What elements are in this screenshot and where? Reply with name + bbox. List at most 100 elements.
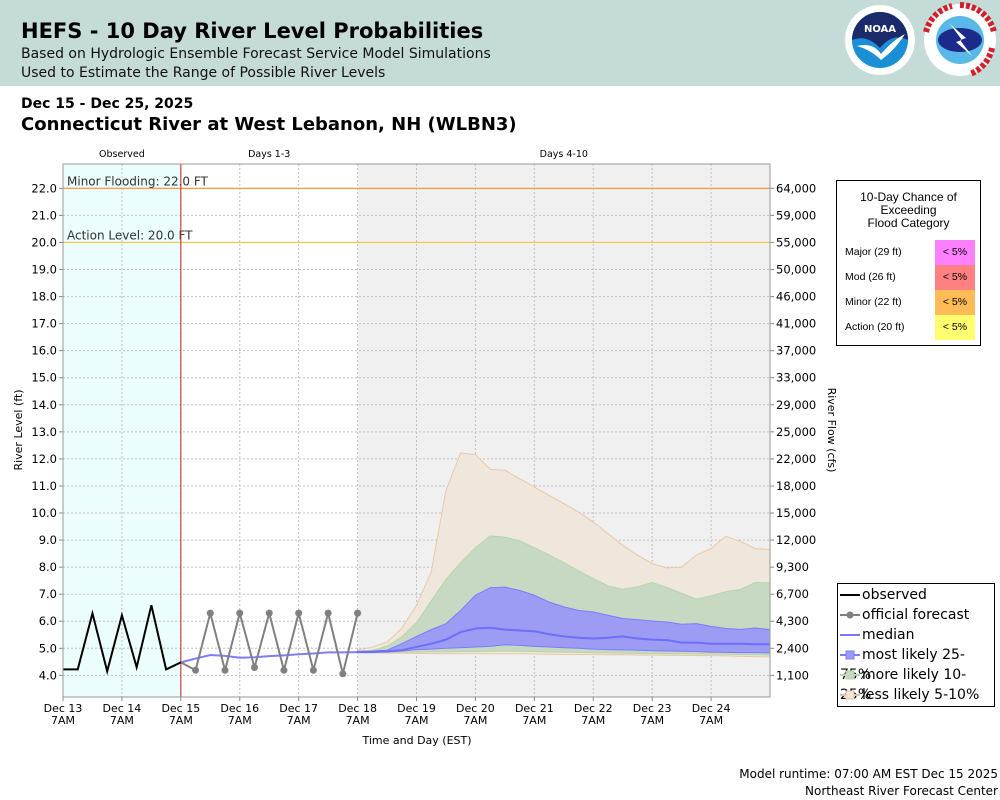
x-tick-label: Dec 19 — [397, 702, 436, 715]
x-axis-label: Time and Day (EST) — [361, 734, 471, 747]
x-tick-label: Dec 13 — [44, 702, 83, 715]
x-tick-label: Dec 24 — [692, 702, 731, 715]
y-tick-label: 19.0 — [31, 263, 57, 277]
flood-category-label: Minor (22 ft) — [845, 296, 902, 308]
flood-category-label: Mod (26 ft) — [845, 271, 896, 283]
y-tick-label: 13.0 — [31, 425, 57, 439]
official-forecast-point — [295, 609, 303, 617]
y2-tick-label: 6,700 — [776, 587, 809, 601]
threshold-label: Action Level: 20.0 FT — [67, 228, 193, 242]
y2-tick-label: 25,000 — [776, 425, 816, 439]
chart-legend: observed official forecast median most like… — [837, 583, 995, 707]
y2-tick-label: 22,000 — [776, 452, 816, 466]
flood-category-chance: < 5% — [935, 265, 975, 290]
x-tick-label: 7AM — [110, 714, 134, 727]
section-label: Days 1-3 — [248, 149, 290, 160]
legend-item: median — [840, 625, 914, 645]
flood-category-box: 10-Day Chance of Exceeding Flood Categor… — [836, 180, 981, 346]
legend-label: median — [862, 627, 915, 643]
official-forecast-point — [236, 609, 244, 617]
subtitle-2: Used to Estimate the Range of Possible R… — [21, 65, 386, 81]
y-axis-label: River Level (ft) — [12, 389, 25, 470]
x-tick-label: 7AM — [404, 714, 428, 727]
forecast-center: Northeast River Forecast Center — [805, 784, 998, 798]
official-forecast-point — [192, 666, 200, 674]
x-tick-label: Dec 23 — [633, 702, 672, 715]
flood-category-label: Major (29 ft) — [845, 246, 902, 258]
official-forecast-point — [221, 666, 229, 674]
threshold-label: Minor Flooding: 22.0 FT — [67, 174, 209, 188]
x-tick-label: 7AM — [169, 714, 193, 727]
flood-category-row: Major (29 ft) < 5% — [837, 240, 980, 265]
x-tick-label: 7AM — [640, 714, 664, 727]
y2-tick-label: 50,000 — [776, 263, 816, 277]
legend-swatch-icon — [840, 611, 860, 619]
y2-tick-label: 37,000 — [776, 344, 816, 358]
flood-box-title: 10-Day Chance of Exceeding Flood Categor… — [837, 191, 980, 230]
official-forecast-point — [250, 664, 258, 672]
legend-swatch-icon — [840, 594, 860, 596]
y-tick-label: 16.0 — [31, 344, 57, 358]
section-label: Observed — [99, 149, 145, 160]
x-tick-label: Dec 15 — [161, 702, 200, 715]
legend-swatch-icon — [840, 690, 860, 700]
x-tick-label: 7AM — [581, 714, 605, 727]
x-tick-label: 7AM — [522, 714, 546, 727]
y-tick-label: 22.0 — [31, 181, 57, 195]
legend-label: less likely 5-10% — [862, 687, 980, 703]
y-tick-label: 9.0 — [39, 533, 57, 547]
observed-line — [63, 605, 182, 676]
flood-category-row: Action (20 ft) < 5% — [837, 315, 980, 340]
y2-tick-label: 4,300 — [776, 614, 809, 628]
x-tick-label: Dec 17 — [279, 702, 318, 715]
legend-item: official forecast — [840, 605, 969, 625]
flood-category-chance: < 5% — [935, 315, 975, 340]
legend-item: most likely 25-75% — [840, 645, 994, 683]
x-tick-label: 7AM — [287, 714, 311, 727]
y-tick-label: 10.0 — [31, 506, 57, 520]
flood-category-row: Mod (26 ft) < 5% — [837, 265, 980, 290]
legend-label: observed — [862, 587, 927, 603]
y-tick-label: 4.0 — [39, 668, 57, 682]
y2-tick-label: 59,000 — [776, 208, 816, 222]
flood-category-chance: < 5% — [935, 240, 975, 265]
y2-tick-label: 2,400 — [776, 641, 809, 655]
y-tick-label: 21.0 — [31, 208, 57, 222]
flood-category-row: Minor (22 ft) < 5% — [837, 290, 980, 315]
y-tick-label: 11.0 — [31, 479, 57, 493]
official-forecast-point — [354, 609, 362, 617]
y2-tick-label: 12,000 — [776, 533, 816, 547]
y2-axis-label: River Flow (cfs) — [825, 388, 838, 473]
official-forecast-point — [280, 666, 288, 674]
y2-tick-label: 29,000 — [776, 398, 816, 412]
official-forecast-point — [324, 609, 332, 617]
official-forecast-point — [309, 666, 317, 674]
y-tick-label: 12.0 — [31, 452, 57, 466]
x-tick-label: 7AM — [51, 714, 75, 727]
y2-tick-label: 9,300 — [776, 560, 809, 574]
page-title: HEFS - 10 Day River Level Probabilities — [21, 19, 484, 43]
y2-tick-label: 55,000 — [776, 235, 816, 249]
y2-tick-label: 41,000 — [776, 317, 816, 331]
y2-tick-label: 64,000 — [776, 181, 816, 195]
y2-tick-label: 46,000 — [776, 290, 816, 304]
flood-box-title-line: 10-Day Chance of — [860, 190, 957, 204]
legend-swatch-icon — [840, 650, 860, 660]
x-tick-label: 7AM — [228, 714, 252, 727]
y-tick-label: 5.0 — [39, 641, 57, 655]
y-tick-label: 18.0 — [31, 290, 57, 304]
legend-label: official forecast — [862, 607, 970, 623]
official-forecast-point — [339, 670, 347, 678]
legend-item: observed — [840, 585, 927, 605]
y-tick-label: 7.0 — [39, 587, 57, 601]
nws-logo — [923, 2, 997, 77]
subtitle-1: Based on Hydrologic Ensemble Forecast Se… — [21, 46, 491, 62]
station-name: Connecticut River at West Lebanon, NH (W… — [21, 114, 517, 135]
y-tick-label: 14.0 — [31, 398, 57, 412]
header-banner: HEFS - 10 Day River Level Probabilities … — [0, 0, 1000, 86]
x-tick-label: 7AM — [346, 714, 370, 727]
y-tick-label: 17.0 — [31, 317, 57, 331]
noaa-logo: NOAA — [845, 5, 915, 75]
y2-tick-label: 1,100 — [776, 668, 809, 682]
